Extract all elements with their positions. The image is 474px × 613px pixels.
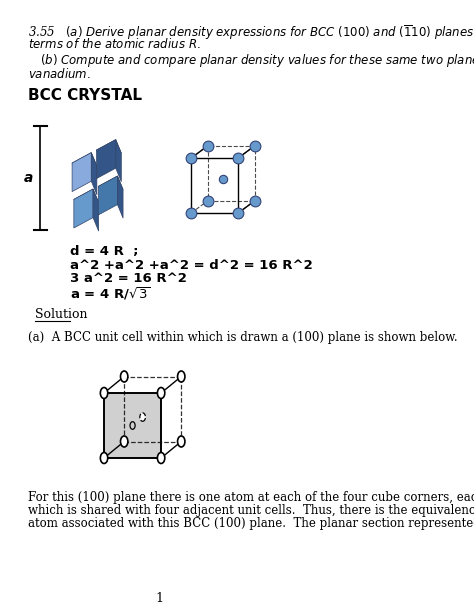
Polygon shape (72, 153, 91, 192)
Text: 3.55   $(a)$ $Derive$ $planar$ $density$ $expressions$ $for$ $BCC$ $(100)$ $and$: 3.55 $(a)$ $Derive$ $planar$ $density$ $… (28, 23, 474, 42)
Text: Solution: Solution (35, 308, 87, 321)
Polygon shape (118, 176, 123, 218)
Circle shape (120, 436, 128, 447)
Point (235, 153, 242, 163)
Text: $terms$ $of$ $the$ $atomic$ $radius$ $R.$: $terms$ $of$ $the$ $atomic$ $radius$ $R.… (28, 37, 201, 51)
Text: a = 4 R/$\sqrt{3}$: a = 4 R/$\sqrt{3}$ (71, 286, 151, 302)
Text: atom associated with this BCC (100) plane.  The planar section represented in th: atom associated with this BCC (100) plan… (28, 517, 474, 530)
Point (188, 153, 195, 163)
Text: 3 a^2 = 16 R^2: 3 a^2 = 16 R^2 (71, 272, 187, 285)
Polygon shape (97, 140, 121, 164)
Circle shape (100, 452, 108, 463)
Text: $vanadium.$: $vanadium.$ (28, 66, 91, 80)
Polygon shape (98, 176, 123, 200)
Text: which is shared with four adjacent unit cells.  Thus, there is the equivalence o: which is shared with four adjacent unit … (28, 504, 474, 517)
Text: BCC CRYSTAL: BCC CRYSTAL (28, 88, 142, 103)
Point (204, 196, 212, 205)
Polygon shape (72, 153, 97, 177)
Point (219, 174, 227, 184)
Polygon shape (104, 393, 161, 458)
Text: 1: 1 (155, 592, 163, 605)
Circle shape (100, 387, 108, 398)
Polygon shape (74, 189, 99, 213)
Circle shape (120, 371, 128, 382)
Text: a^2 +a^2 +a^2 = d^2 = 16 R^2: a^2 +a^2 +a^2 = d^2 = 16 R^2 (71, 259, 313, 272)
Point (188, 208, 195, 218)
Circle shape (157, 387, 165, 398)
Circle shape (157, 452, 165, 463)
Point (235, 208, 242, 218)
Text: For this (100) plane there is one atom at each of the four cube corners, each of: For this (100) plane there is one atom a… (28, 491, 474, 504)
Polygon shape (98, 176, 118, 215)
Polygon shape (91, 153, 97, 195)
Polygon shape (97, 140, 116, 178)
Circle shape (178, 371, 185, 382)
Text: d = 4 R  ;: d = 4 R ; (71, 245, 139, 258)
Circle shape (140, 413, 146, 421)
Polygon shape (74, 189, 93, 228)
Point (204, 140, 212, 150)
Circle shape (178, 436, 185, 447)
Polygon shape (93, 189, 99, 231)
Text: $(b)$ $Compute$ $and$ $compare$ $planar$ $density$ $values$ $for$ $these$ $same$: $(b)$ $Compute$ $and$ $compare$ $planar$… (40, 52, 474, 69)
Point (251, 196, 259, 205)
Text: (a)  A BCC unit cell within which is drawn a (100) plane is shown below.: (a) A BCC unit cell within which is draw… (28, 331, 458, 344)
Polygon shape (116, 140, 121, 181)
Text: a: a (24, 171, 33, 185)
Point (251, 140, 259, 150)
